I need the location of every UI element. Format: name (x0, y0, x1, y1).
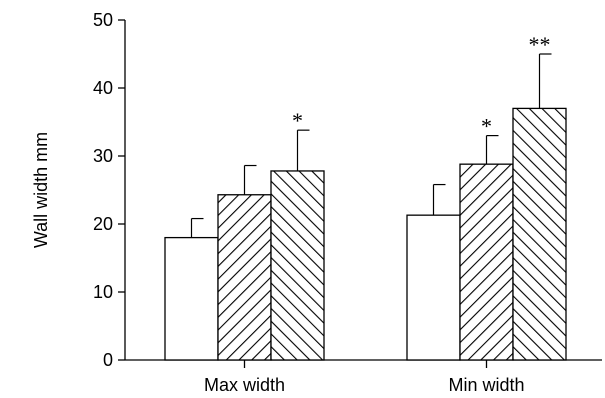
significance-mark: * (481, 114, 492, 139)
x-tick-labels: Max width Min width (204, 375, 525, 395)
bar (406, 214, 461, 361)
significance-mark: ** (529, 32, 551, 57)
bar (459, 163, 514, 361)
y-tick-label: 50 (93, 10, 113, 30)
x-tick-label: Min width (448, 375, 524, 395)
bar (270, 170, 325, 361)
bar (164, 236, 219, 361)
y-tick-label: 20 (93, 214, 113, 234)
x-tick-label: Max width (204, 375, 285, 395)
bar (512, 107, 567, 361)
y-tick-label: 30 (93, 146, 113, 166)
bar (217, 194, 272, 361)
significance-mark: * (292, 108, 303, 133)
bars: * *** (164, 32, 567, 361)
y-tick-label: 40 (93, 78, 113, 98)
y-tick-label: 10 (93, 282, 113, 302)
y-tick-label: 0 (103, 350, 113, 370)
y-axis-label: Wall width mm (31, 132, 51, 248)
